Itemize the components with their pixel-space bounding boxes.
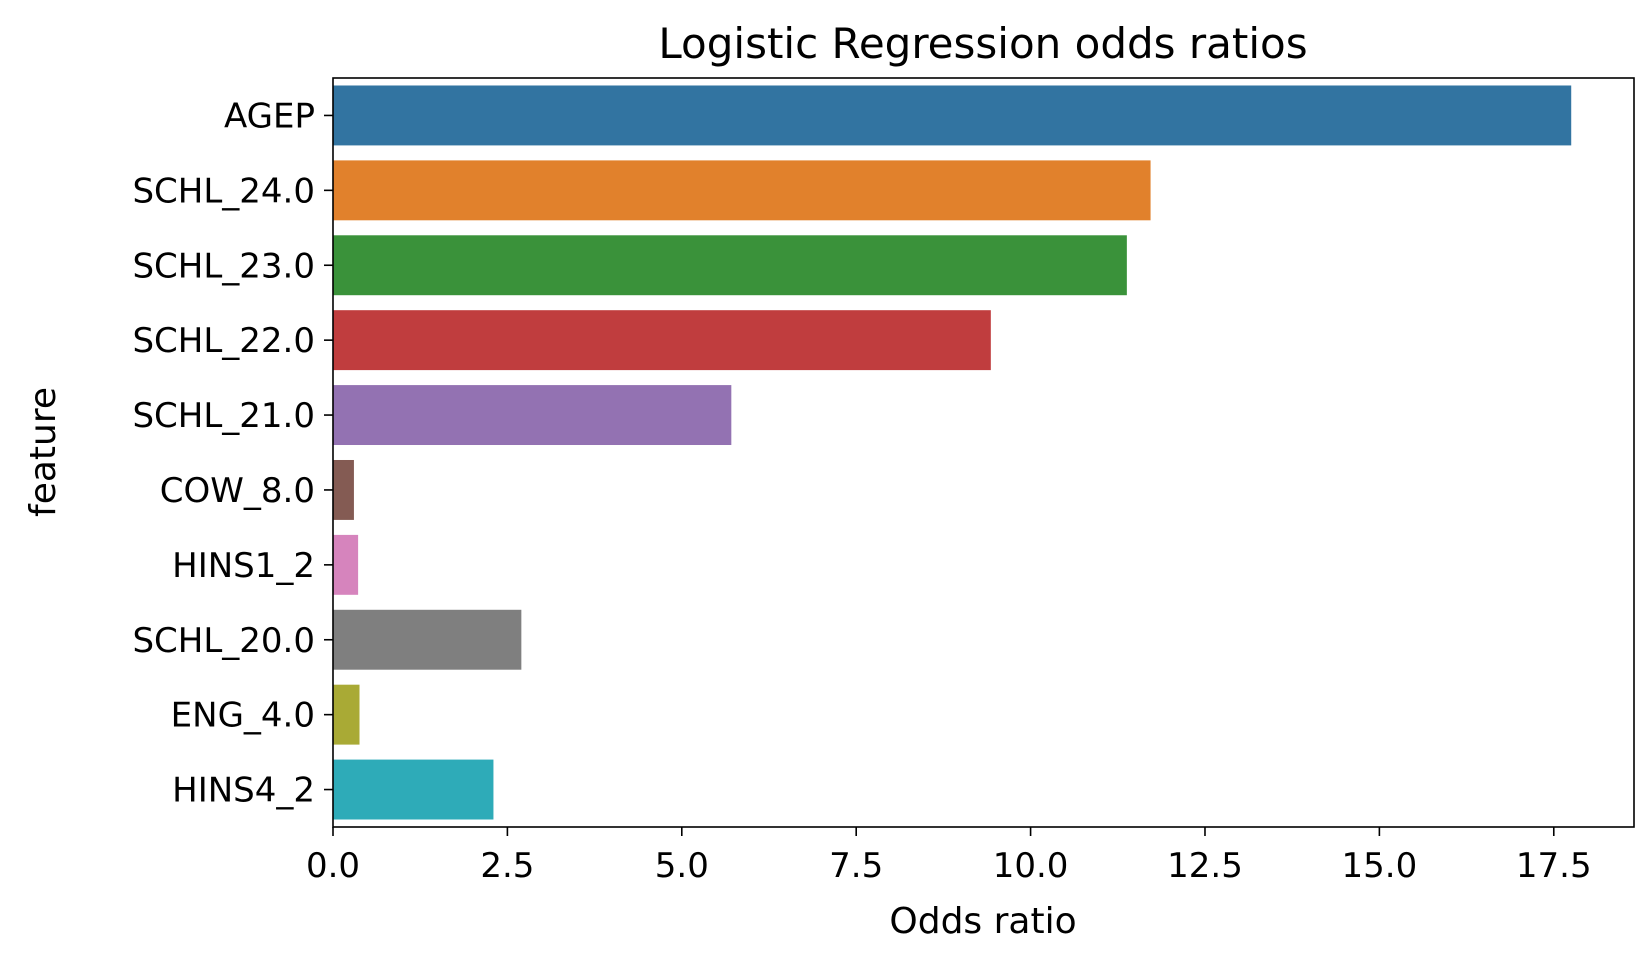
x-axis-label: Odds ratio xyxy=(889,901,1076,942)
x-tick-label: 17.5 xyxy=(1516,846,1592,886)
x-tick-label: 7.5 xyxy=(829,846,883,886)
y-tick-label: HINS4_2 xyxy=(172,771,315,811)
bar-hins1-2 xyxy=(333,534,359,595)
y-tick-label: SCHL_20.0 xyxy=(132,621,315,661)
y-tick-label: AGEP xyxy=(224,96,315,136)
y-tick-label: ENG_4.0 xyxy=(171,696,315,736)
bar-schl-20-0 xyxy=(333,609,522,670)
y-axis-label: feature xyxy=(23,387,64,517)
y-tick-label: SCHL_22.0 xyxy=(132,321,315,361)
x-tick-label: 5.0 xyxy=(655,846,709,886)
bar-agep xyxy=(333,85,1572,146)
bar-schl-23-0 xyxy=(333,235,1127,296)
bar-schl-22-0 xyxy=(333,310,991,371)
x-tick-label: 15.0 xyxy=(1342,846,1418,886)
chart-title: Logistic Regression odds ratios xyxy=(658,19,1307,68)
y-axis-ticks: AGEP SCHL_24.0 SCHL_23.0 SCHL_22.0 SCHL_21.0… xyxy=(132,96,333,811)
x-tick-label: 10.0 xyxy=(993,846,1069,886)
y-tick-label: SCHL_21.0 xyxy=(132,396,315,436)
x-tick-label: 0.0 xyxy=(306,846,360,886)
y-tick-label: COW_8.0 xyxy=(160,471,315,511)
bar-cow-8-0 xyxy=(333,459,354,520)
y-tick-label: HINS1_2 xyxy=(172,546,315,586)
bar-hins4-2 xyxy=(333,759,494,820)
bar-eng-4-0 xyxy=(333,684,360,745)
bar-schl-24-0 xyxy=(333,160,1151,221)
bar-schl-21-0 xyxy=(333,385,732,446)
x-tick-label: 2.5 xyxy=(480,846,534,886)
x-axis-ticks: 0.0 2.5 5.0 7.5 10.0 12.5 15.0 17.5 xyxy=(306,827,1592,886)
bars-group xyxy=(333,85,1572,820)
y-tick-label: SCHL_24.0 xyxy=(132,171,315,211)
y-tick-label: SCHL_23.0 xyxy=(132,246,315,286)
x-tick-label: 12.5 xyxy=(1167,846,1243,886)
plot-frame xyxy=(332,77,1635,828)
